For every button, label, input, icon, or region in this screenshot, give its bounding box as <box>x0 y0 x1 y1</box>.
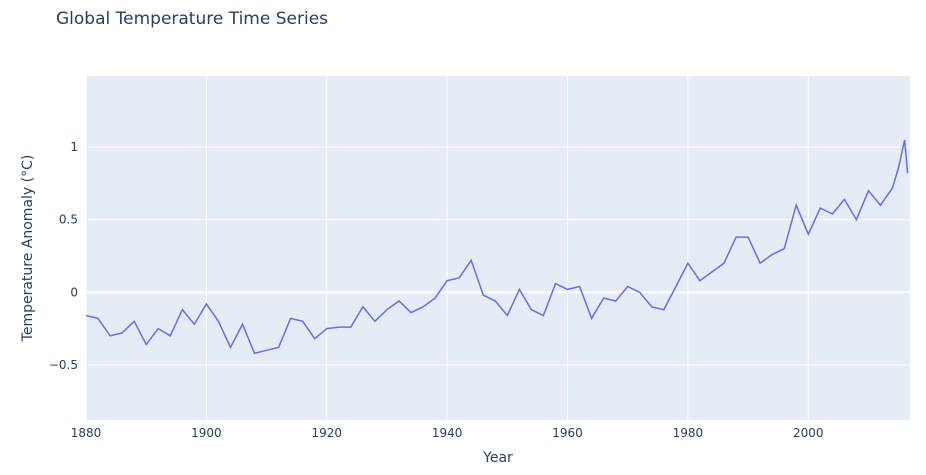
x-tick-label: 1880 <box>71 426 102 440</box>
x-tick-label: 1900 <box>191 426 222 440</box>
x-tick-label: 2000 <box>793 426 824 440</box>
y-tick-labels: −0.5 0 0.5 1 <box>49 140 78 372</box>
x-tick-label: 1960 <box>552 426 583 440</box>
temperature-anomaly-line <box>85 139 909 355</box>
plot-area <box>86 76 910 420</box>
x-tick-label: 1940 <box>432 426 463 440</box>
y-tick-label: 1 <box>70 140 78 154</box>
y-gridlines <box>86 146 910 366</box>
y-axis-title: Temperature Anomaly (°C) <box>20 155 36 343</box>
y-tick-label: 0 <box>70 285 78 299</box>
x-gridlines <box>85 76 809 420</box>
chart-title: Global Temperature Time Series <box>56 9 329 29</box>
y-tick-label: −0.5 <box>49 358 78 372</box>
y-tick-label: 0.5 <box>59 213 78 227</box>
x-tick-label: 1920 <box>311 426 342 440</box>
x-tick-label: 1980 <box>673 426 704 440</box>
x-axis-title: Year <box>482 450 513 466</box>
x-tick-labels: 1880 1900 1920 1940 1960 1980 2000 <box>71 426 824 440</box>
